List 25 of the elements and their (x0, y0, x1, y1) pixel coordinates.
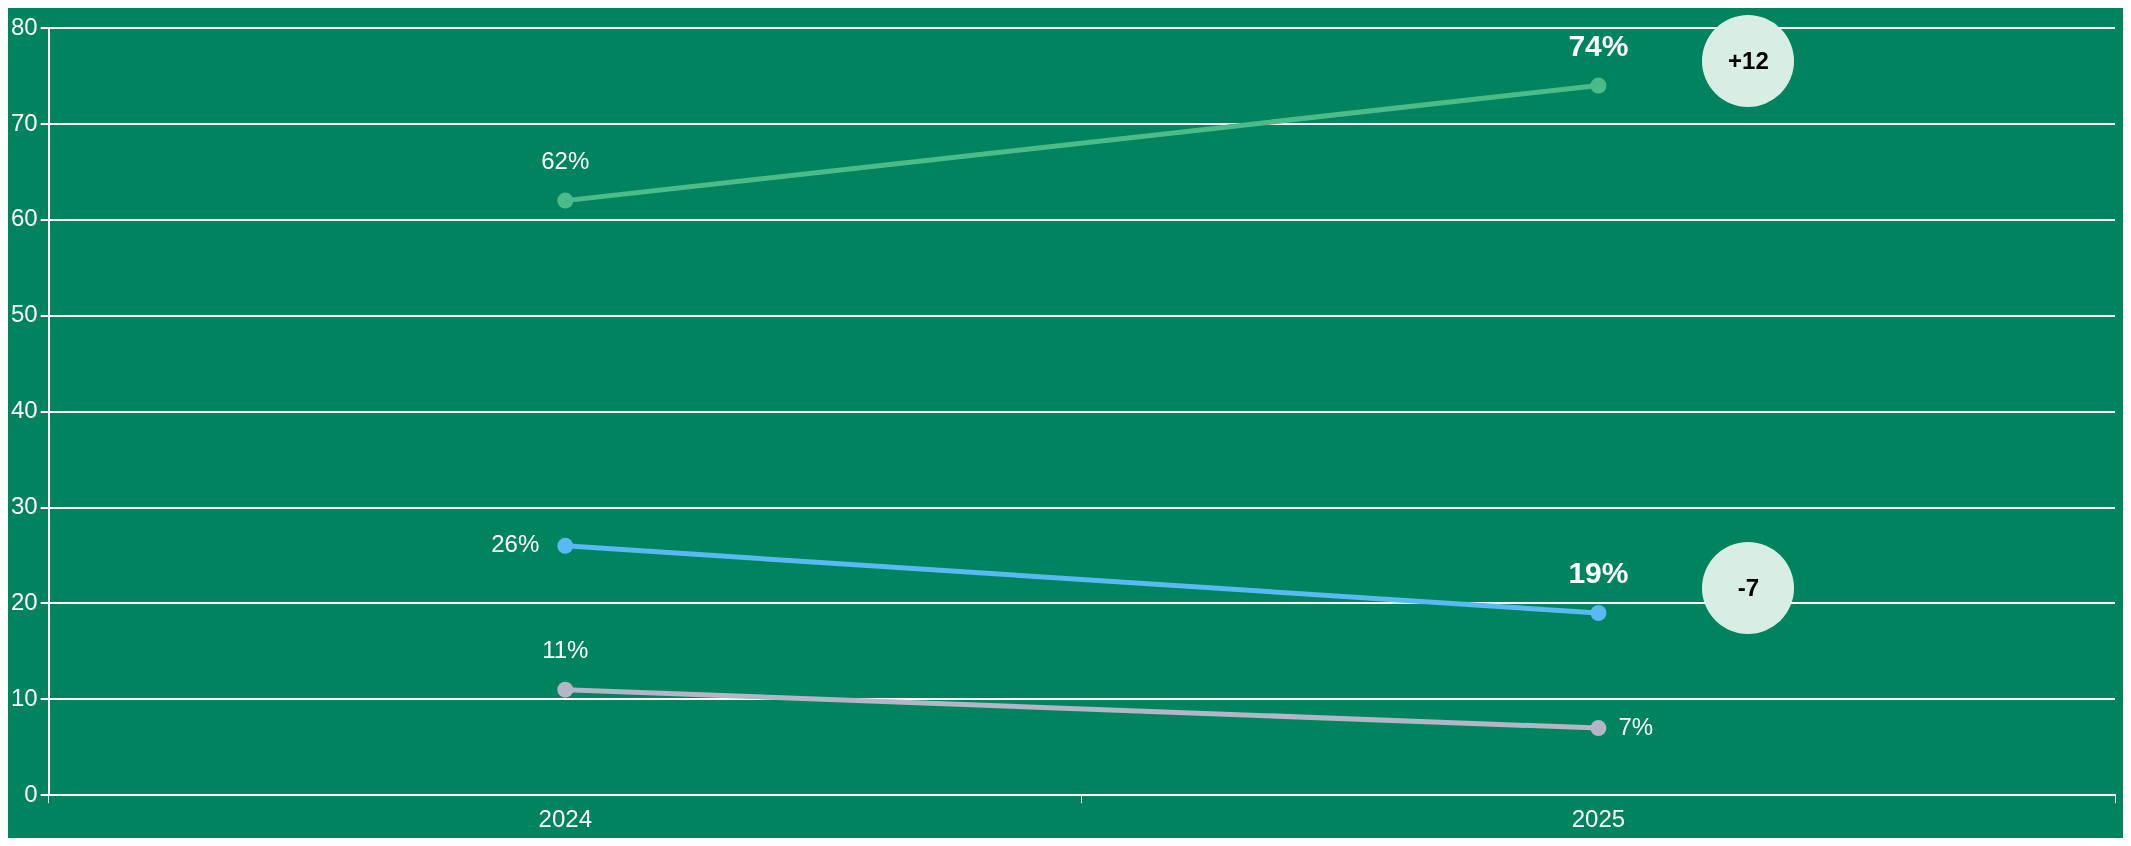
point (557, 192, 574, 209)
y-tick-label: 20 (10, 588, 38, 616)
y-tick-label: 30 (10, 492, 38, 520)
y-tick-label: 10 (10, 683, 38, 711)
y-tick-label: 70 (10, 108, 38, 136)
annotation: +12 (1727, 45, 1770, 76)
data-label: 7% (1618, 712, 1654, 740)
data-label: 26% (491, 530, 540, 558)
data-label: 19% (1568, 556, 1629, 590)
point (557, 681, 574, 698)
point (1590, 604, 1607, 621)
annotation: -7 (1736, 573, 1761, 603)
point (1590, 720, 1607, 737)
x-tick-label: 2024 (538, 805, 592, 833)
y-tick-label: 60 (10, 204, 38, 232)
y-tick-label: 40 (10, 396, 38, 424)
point (1590, 77, 1607, 94)
data-label: 62% (541, 147, 590, 175)
data-label: 11% (542, 636, 589, 664)
y-tick-label: 0 (24, 779, 38, 807)
data-label: 74% (1568, 28, 1629, 62)
point (557, 537, 574, 554)
y-tick-label: 50 (10, 300, 38, 328)
y-tick-label: 80 (10, 12, 38, 40)
x-tick-label: 2025 (1571, 805, 1626, 833)
